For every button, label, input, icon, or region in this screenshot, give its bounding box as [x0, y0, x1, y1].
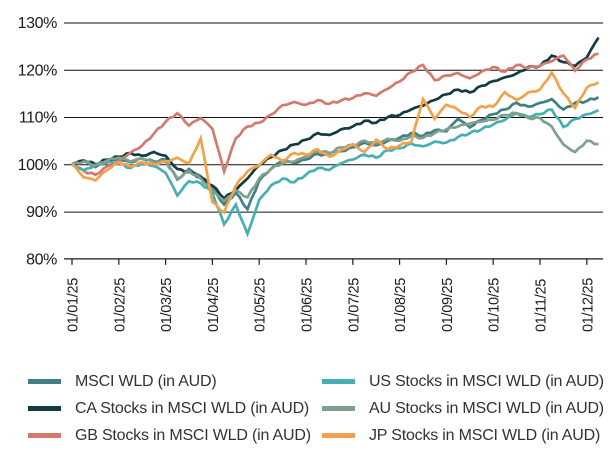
chart-legend: MSCI WLD (in AUD) CA Stocks in MSCI WLD …: [0, 372, 610, 445]
x-axis-labels: 01/01/25 01/02/25 01/03/25 01/04/25 01/05/25…: [66, 278, 597, 332]
legend-swatch: [28, 379, 61, 384]
y-tick-label: 90%: [26, 204, 57, 221]
legend-label: MSCI WLD (in AUD): [75, 372, 217, 390]
performance-line-chart: 80%90%100%110%120%130%01/01/25 01/02/25 01…: [18, 15, 603, 332]
legend-swatch: [28, 433, 61, 438]
y-axis-labels: 80% 90% 100% 110% 120% 130%: [18, 15, 58, 268]
legend-column-right: US Stocks in MSCI WLD (in AUD) AU Stocks…: [322, 372, 604, 445]
legend-item-us-stocks: US Stocks in MSCI WLD (in AUD): [322, 372, 604, 391]
x-tick-label: 01/06/25: [300, 278, 316, 332]
legend-label: GB Stocks in MSCI WLD (in AUD): [75, 426, 311, 444]
series-lines: [71, 36, 600, 238]
series-line-1: [71, 36, 600, 201]
y-tick-label: 100%: [18, 157, 57, 174]
x-tick-label: 01/12/25: [580, 278, 596, 332]
series-line-4: [71, 111, 599, 203]
gridlines: [64, 22, 603, 213]
x-tick-label: 01/07/25: [346, 278, 362, 332]
x-tick-label: 01/09/25: [440, 278, 456, 332]
legend-label: AU Stocks in MSCI WLD (in AUD): [369, 399, 604, 417]
x-axis: [64, 258, 603, 265]
legend-swatch: [322, 406, 355, 411]
y-tick-label: 110%: [19, 110, 57, 127]
y-tick-label: 120%: [18, 62, 57, 79]
series-line-2: [71, 52, 599, 177]
legend-item-jp-stocks: JP Stocks in MSCI WLD (in AUD): [322, 426, 604, 445]
legend-label: CA Stocks in MSCI WLD (in AUD): [75, 399, 310, 417]
legend-swatch: [322, 433, 355, 438]
series-line-3: [71, 108, 599, 238]
legend-item-ca-stocks: CA Stocks in MSCI WLD (in AUD): [28, 399, 322, 418]
y-tick-label: 80%: [26, 251, 57, 268]
legend-label: US Stocks in MSCI WLD (in AUD): [369, 372, 604, 390]
legend-swatch: [28, 406, 61, 411]
legend-item-msci-wld: MSCI WLD (in AUD): [28, 372, 322, 391]
y-tick-label: 130%: [18, 15, 57, 32]
legend-label: JP Stocks in MSCI WLD (in AUD): [369, 426, 601, 444]
legend-item-au-stocks: AU Stocks in MSCI WLD (in AUD): [322, 399, 604, 418]
x-tick-label: 01/01/25: [66, 278, 82, 332]
legend-swatch: [322, 379, 355, 384]
x-tick-label: 01/04/25: [206, 278, 222, 332]
x-tick-label: 01/05/25: [253, 278, 269, 332]
x-tick-label: 01/08/25: [393, 278, 409, 332]
x-tick-label: 01/10/25: [487, 278, 503, 332]
chart-container: 80% 90% 100% 110% 120% 130% 01/01/25 01/02/25 01…: [18, 15, 603, 332]
x-tick-label: 01/02/25: [112, 278, 128, 332]
x-tick-label: 01/03/25: [159, 278, 175, 332]
legend-item-gb-stocks: GB Stocks in MSCI WLD (in AUD): [28, 426, 322, 445]
x-tick-label: 01/11/25: [534, 279, 550, 332]
legend-column-left: MSCI WLD (in AUD) CA Stocks in MSCI WLD …: [28, 372, 322, 445]
series-line-5: [71, 69, 600, 215]
